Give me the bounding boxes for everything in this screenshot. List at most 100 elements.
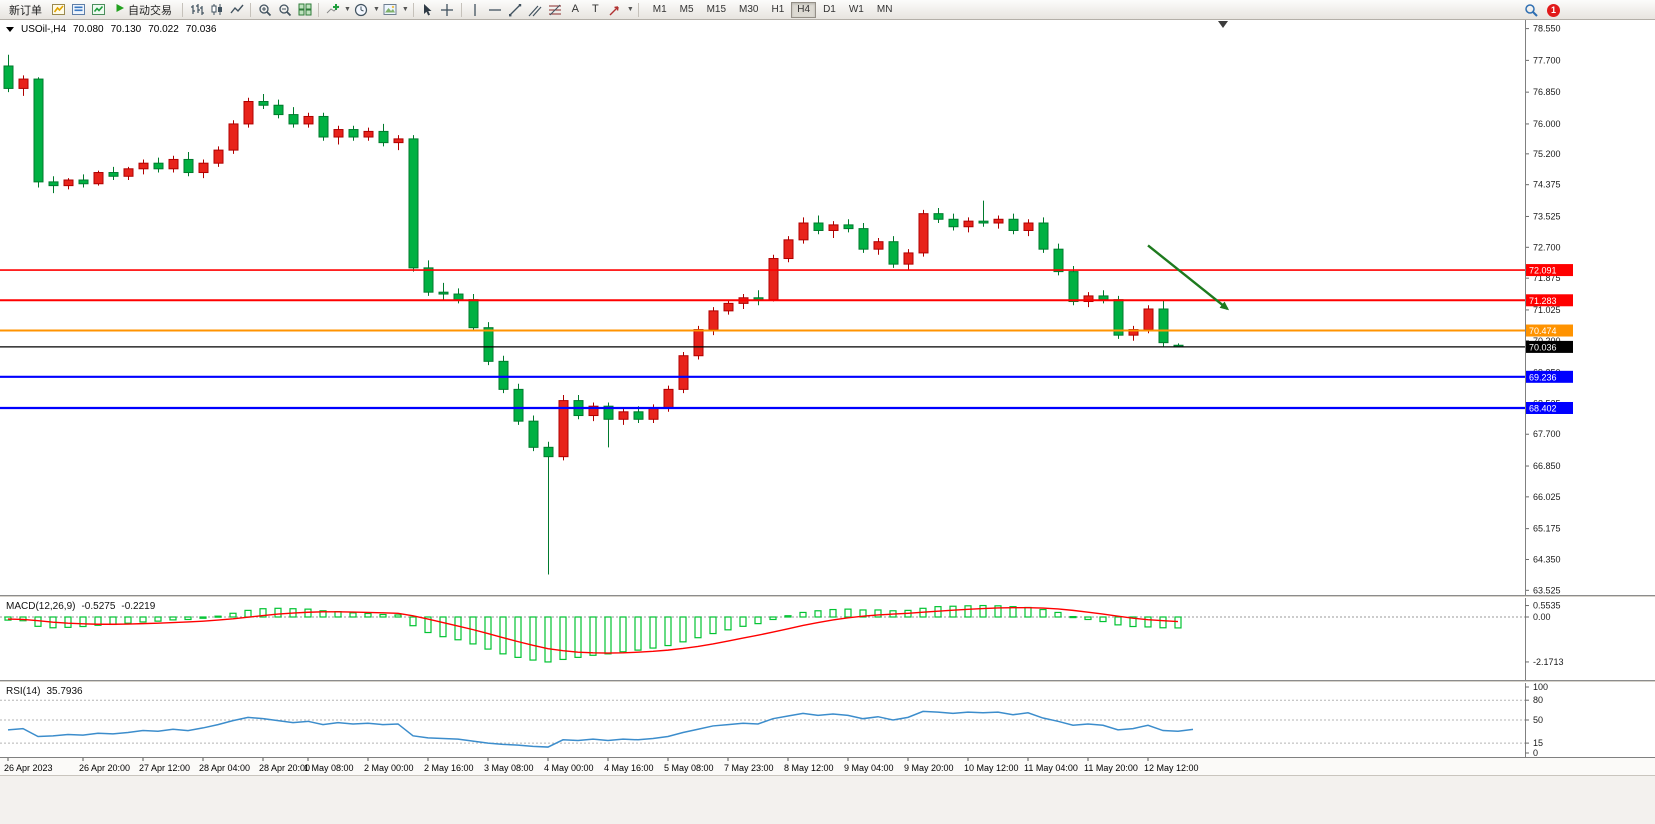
toolbar-separator	[460, 2, 462, 17]
zoom-out-icon[interactable]	[275, 1, 294, 19]
cursor-icon[interactable]	[418, 1, 437, 19]
search-icon[interactable]	[1521, 1, 1540, 19]
timeframe-h1-button[interactable]: H1	[765, 2, 790, 18]
trendline-tool-icon[interactable]	[506, 1, 525, 19]
channel-tool-icon[interactable]	[526, 1, 545, 19]
svg-text:0.00: 0.00	[1533, 612, 1551, 622]
candlestick-type-icon[interactable]	[207, 1, 226, 19]
price-tag-72.091: 72.091	[1526, 264, 1573, 277]
time-tick-label: 4 May 00:00	[544, 763, 594, 773]
price-tag-70.474: 70.474	[1526, 324, 1573, 337]
status-strip	[0, 775, 1655, 824]
tile-windows-icon[interactable]	[295, 1, 314, 19]
svg-text:71.025: 71.025	[1533, 305, 1561, 315]
price-tag-70.036: 70.036	[1526, 340, 1573, 353]
toolbar-separator	[182, 2, 183, 17]
notification-badge[interactable]: 1	[1547, 3, 1560, 17]
timeframe-m15-button[interactable]: M15	[701, 2, 732, 18]
play-icon	[115, 3, 125, 16]
symbol-period-label: USOil-,H4	[21, 24, 67, 35]
close-value: 70.036	[185, 24, 217, 35]
autotrading-label: 自动交易	[128, 4, 172, 17]
toolbar-separator	[250, 2, 251, 17]
rsi-canvas[interactable]: 100 80 50 150	[0, 683, 1655, 757]
crosshair-icon[interactable]	[438, 1, 457, 19]
text-tool-icon[interactable]: A	[571, 3, 579, 15]
svg-text:-2.1713: -2.1713	[1533, 657, 1564, 667]
chart-window: USOil-,H4 70.080 70.130 70.022 70.036 78…	[0, 20, 1655, 824]
high-value: 70.130	[110, 24, 142, 35]
panel-splitter[interactable]	[0, 595, 1655, 598]
toolbar-separator	[318, 2, 319, 17]
fibonacci-tool-icon[interactable]	[546, 1, 565, 19]
toolbar-separator	[637, 2, 639, 17]
vertical-line-tool-icon[interactable]	[466, 1, 485, 19]
arrows-dropdown-caret[interactable]: ▼	[626, 6, 634, 13]
price-tag-68.402: 68.402	[1526, 401, 1573, 414]
timeframe-m30-button[interactable]: M30	[733, 2, 764, 18]
periods-dropdown-caret[interactable]: ▼	[372, 6, 380, 13]
svg-text:72.700: 72.700	[1533, 242, 1561, 252]
time-axis[interactable]: 26 Apr 2023 26 Apr 20:00 27 Apr 12:00 28 Ap…	[0, 757, 1655, 775]
timeframe-d1-button[interactable]: D1	[817, 2, 842, 18]
svg-text:70.200: 70.200	[1533, 336, 1561, 346]
time-axis-canvas[interactable]: 26 Apr 2023 26 Apr 20:00 27 Apr 12:00 28 Ap…	[0, 758, 1655, 775]
text-label-tool-icon[interactable]: T	[591, 3, 599, 15]
svg-text:66.850: 66.850	[1533, 461, 1561, 471]
rsi-panel: RSI(14) 35.7936 100 80 50 15 0	[0, 683, 1655, 757]
one-click-trading-toggle-icon[interactable]	[6, 27, 14, 32]
indicators-icon[interactable]	[323, 1, 342, 19]
timeframe-h4-button[interactable]: H4	[791, 1, 817, 18]
svg-text:80: 80	[1533, 695, 1543, 705]
main-chart-canvas[interactable]: 78.550 77.700 76.850 76.000 75.200 74.375 73.5…	[0, 20, 1655, 595]
svg-text:15: 15	[1533, 738, 1543, 748]
time-tick-label: 5 May 08:00	[664, 763, 714, 773]
time-tick-label: 27 Apr 12:00	[139, 763, 190, 773]
svg-text:0: 0	[1533, 748, 1538, 757]
macd-main-value: -0.5275	[81, 601, 116, 612]
templates-icon[interactable]	[381, 1, 400, 19]
timeframe-m5-button[interactable]: M5	[674, 2, 700, 18]
rsi-label: RSI(14)	[6, 686, 41, 697]
svg-text:65.175: 65.175	[1533, 524, 1561, 534]
svg-text:70.474: 70.474	[1529, 326, 1557, 336]
time-tick-label: 28 Apr 20:00	[259, 763, 310, 773]
svg-text:63.525: 63.525	[1533, 585, 1561, 595]
time-tick-label: 9 May 04:00	[844, 763, 894, 773]
trend-arrow[interactable]	[1147, 244, 1230, 311]
zoom-in-icon[interactable]	[255, 1, 274, 19]
rsi-value: 35.7936	[46, 686, 83, 697]
indicators-dropdown-caret[interactable]: ▼	[344, 6, 351, 13]
line-chart-type-icon[interactable]	[227, 1, 246, 19]
svg-text:71.283: 71.283	[1529, 296, 1557, 306]
market-watch-icon[interactable]	[69, 1, 88, 19]
svg-text:66.025: 66.025	[1533, 492, 1561, 502]
macd-header: MACD(12,26,9) -0.5275 -0.2219	[6, 601, 155, 612]
macd-label: MACD(12,26,9)	[6, 601, 76, 612]
svg-text:76.850: 76.850	[1533, 87, 1561, 97]
svg-text:78.550: 78.550	[1533, 24, 1561, 34]
panel-splitter[interactable]	[0, 680, 1655, 683]
low-value: 70.022	[148, 24, 179, 35]
terminal-icon[interactable]	[89, 1, 108, 19]
arrows-tool-icon[interactable]	[606, 1, 625, 19]
svg-text:67.700: 67.700	[1533, 429, 1561, 439]
bar-chart-type-icon[interactable]	[187, 1, 206, 19]
new-chart-icon[interactable]	[49, 1, 68, 19]
time-tick-label: 26 Apr 2023	[4, 763, 53, 773]
timeframe-m1-button[interactable]: M1	[647, 2, 673, 18]
main-chart-panel: USOil-,H4 70.080 70.130 70.022 70.036 78…	[0, 20, 1655, 595]
macd-panel: MACD(12,26,9) -0.5275 -0.2219 0.5535 0.00…	[0, 598, 1655, 680]
price-tag-69.236: 69.236	[1526, 370, 1573, 383]
horizontal-line-tool-icon[interactable]	[486, 1, 505, 19]
templates-dropdown-caret[interactable]: ▼	[401, 6, 409, 13]
timeframe-mn-button[interactable]: MN	[871, 2, 899, 18]
time-tick-label: 10 May 12:00	[964, 763, 1019, 773]
new-order-button[interactable]: 新订单	[3, 1, 48, 19]
autotrading-button[interactable]: 自动交易	[109, 1, 178, 19]
svg-text:73.525: 73.525	[1533, 211, 1561, 221]
periods-clock-icon[interactable]	[352, 1, 371, 19]
svg-text:77.700: 77.700	[1533, 55, 1561, 65]
timeframe-w1-button[interactable]: W1	[843, 2, 870, 18]
